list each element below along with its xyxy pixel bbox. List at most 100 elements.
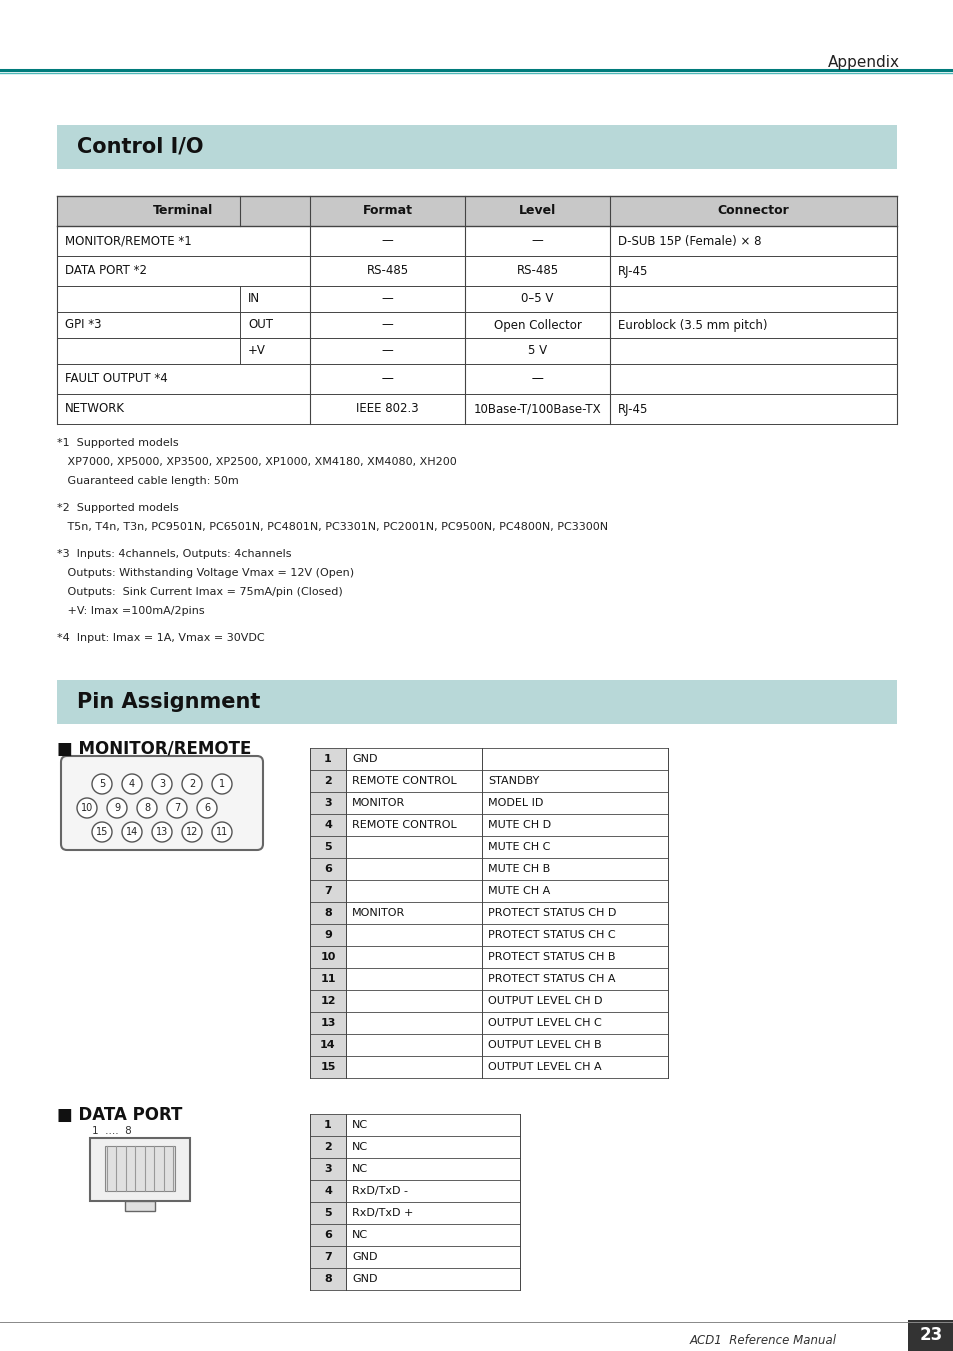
Text: 2: 2 — [189, 780, 195, 789]
Text: 10: 10 — [320, 952, 335, 962]
Text: —: — — [381, 373, 393, 385]
Text: 5: 5 — [99, 780, 105, 789]
Text: Euroblock (3.5 mm pitch): Euroblock (3.5 mm pitch) — [618, 319, 767, 331]
Bar — [310, 969, 346, 990]
Text: NC: NC — [352, 1165, 368, 1174]
Text: 2: 2 — [324, 775, 332, 786]
Text: 13: 13 — [320, 1019, 335, 1028]
Text: RxD/TxD -: RxD/TxD - — [352, 1186, 408, 1196]
Text: 5: 5 — [324, 1208, 332, 1219]
Text: 13: 13 — [155, 827, 168, 838]
Text: —: — — [381, 373, 393, 385]
Bar — [125, 1201, 154, 1210]
Bar — [310, 1115, 346, 1136]
Text: Open Collector: Open Collector — [493, 319, 580, 331]
Text: MODEL ID: MODEL ID — [488, 798, 543, 808]
Text: OUTPUT LEVEL CH B: OUTPUT LEVEL CH B — [488, 1040, 601, 1050]
Bar — [310, 1269, 346, 1290]
Text: Level: Level — [518, 204, 556, 218]
Text: 1: 1 — [324, 1120, 332, 1129]
Text: D-SUB 15P (Female) × 8: D-SUB 15P (Female) × 8 — [618, 235, 760, 247]
Text: *3  Inputs: 4channels, Outputs: 4channels: *3 Inputs: 4channels, Outputs: 4channels — [57, 549, 292, 559]
Text: RJ-45: RJ-45 — [618, 403, 648, 416]
Text: ■ DATA PORT: ■ DATA PORT — [57, 1106, 182, 1124]
Text: PROTECT STATUS CH D: PROTECT STATUS CH D — [488, 908, 616, 917]
Text: 3: 3 — [159, 780, 165, 789]
Text: 5 V: 5 V — [527, 345, 546, 358]
Text: +V: +V — [248, 345, 266, 358]
Text: 23: 23 — [919, 1327, 942, 1344]
Text: Format: Format — [362, 204, 412, 218]
Text: DATA PORT *2: DATA PORT *2 — [65, 265, 147, 277]
Text: XP7000, XP5000, XP3500, XP2500, XP1000, XM4180, XM4080, XH200: XP7000, XP5000, XP3500, XP2500, XP1000, … — [57, 457, 456, 467]
Text: RxD/TxD +: RxD/TxD + — [352, 1208, 413, 1219]
Circle shape — [91, 821, 112, 842]
Text: 15: 15 — [320, 1062, 335, 1071]
Text: 4: 4 — [324, 820, 332, 830]
Text: 4: 4 — [129, 780, 135, 789]
Text: Outputs: Withstanding Voltage Vmax = 12V (Open): Outputs: Withstanding Voltage Vmax = 12V… — [57, 567, 354, 578]
Text: 6: 6 — [324, 1229, 332, 1240]
Text: 8: 8 — [324, 908, 332, 917]
Text: 4: 4 — [324, 1186, 332, 1196]
Text: 7: 7 — [173, 802, 180, 813]
Bar — [105, 1146, 174, 1192]
Circle shape — [196, 798, 216, 817]
Text: 12: 12 — [320, 996, 335, 1006]
Text: NC: NC — [352, 1120, 368, 1129]
Bar — [57, 126, 896, 169]
Bar — [310, 770, 346, 792]
Circle shape — [137, 798, 157, 817]
Text: 8: 8 — [144, 802, 150, 813]
FancyBboxPatch shape — [90, 1138, 190, 1201]
Text: PROTECT STATUS CH A: PROTECT STATUS CH A — [488, 974, 615, 984]
Circle shape — [122, 821, 142, 842]
Text: 10: 10 — [81, 802, 93, 813]
Bar — [310, 1224, 346, 1246]
Bar — [310, 902, 346, 924]
Bar — [310, 1179, 346, 1202]
Bar — [310, 1158, 346, 1179]
Text: 12: 12 — [186, 827, 198, 838]
Text: —: — — [381, 235, 393, 247]
Circle shape — [91, 774, 112, 794]
Bar — [310, 946, 346, 969]
Text: *4  Input: Imax = 1A, Vmax = 30VDC: *4 Input: Imax = 1A, Vmax = 30VDC — [57, 634, 264, 643]
Text: OUT: OUT — [248, 319, 273, 331]
Text: 14: 14 — [320, 1040, 335, 1050]
Text: 9: 9 — [324, 929, 332, 940]
FancyBboxPatch shape — [61, 757, 263, 850]
Text: Guaranteed cable length: 50m: Guaranteed cable length: 50m — [57, 476, 238, 486]
Bar — [57, 680, 896, 724]
Text: REMOTE CONTROL: REMOTE CONTROL — [352, 820, 456, 830]
Text: OUTPUT LEVEL CH D: OUTPUT LEVEL CH D — [488, 996, 602, 1006]
Text: OUTPUT LEVEL CH C: OUTPUT LEVEL CH C — [488, 1019, 601, 1028]
Text: Terminal: Terminal — [153, 204, 213, 218]
Circle shape — [107, 798, 127, 817]
Text: —: — — [531, 373, 543, 385]
Text: 5: 5 — [324, 842, 332, 852]
Circle shape — [212, 774, 232, 794]
Text: RS-485: RS-485 — [516, 265, 558, 277]
Bar — [310, 858, 346, 880]
Text: —: — — [381, 319, 393, 331]
Text: GND: GND — [352, 754, 377, 765]
Text: Control I/O: Control I/O — [77, 136, 203, 157]
Text: IEEE 802.3: IEEE 802.3 — [355, 403, 418, 416]
Text: GND: GND — [352, 1274, 377, 1283]
Text: ■ MONITOR/REMOTE: ■ MONITOR/REMOTE — [57, 740, 251, 758]
Bar — [310, 815, 346, 836]
Bar — [310, 1012, 346, 1034]
Text: PROTECT STATUS CH C: PROTECT STATUS CH C — [488, 929, 615, 940]
Bar — [57, 196, 896, 226]
Text: 1  ....  8: 1 .... 8 — [91, 1125, 132, 1136]
Text: Appendix: Appendix — [827, 54, 899, 69]
Text: Outputs:  Sink Current Imax = 75mA/pin (Closed): Outputs: Sink Current Imax = 75mA/pin (C… — [57, 586, 342, 597]
Text: 1: 1 — [218, 780, 225, 789]
Text: MUTE CH D: MUTE CH D — [488, 820, 551, 830]
Circle shape — [182, 774, 202, 794]
Text: —: — — [381, 293, 393, 305]
Text: MONITOR: MONITOR — [352, 798, 405, 808]
Text: NC: NC — [352, 1229, 368, 1240]
Circle shape — [77, 798, 97, 817]
